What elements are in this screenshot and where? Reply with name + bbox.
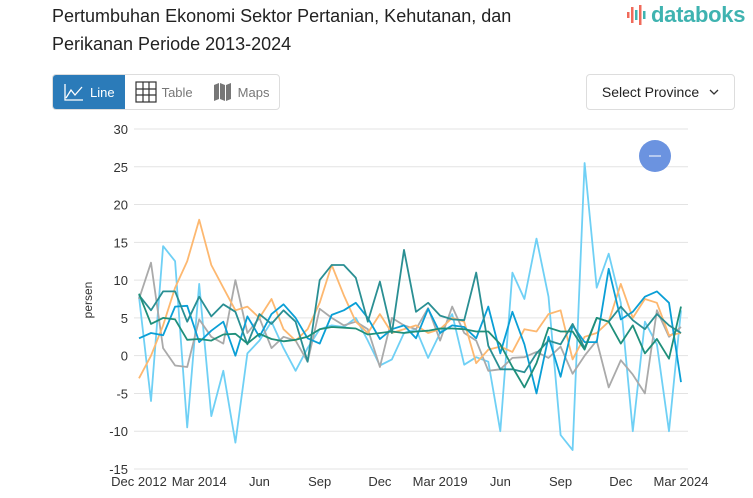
y-axis-label: persen: [81, 282, 95, 319]
databoks-logo: databoks: [626, 2, 745, 28]
table-view-button[interactable]: Table: [125, 75, 203, 109]
province-select-label: Select Province: [601, 84, 700, 100]
x-tick-label: Mar 2014: [172, 474, 227, 489]
y-tick-label: 10: [114, 273, 128, 288]
logo-bars-icon: [627, 5, 646, 25]
zoom-out-button[interactable]: [638, 139, 672, 173]
y-tick-label: 5: [121, 311, 128, 326]
series-line-5: [138, 248, 682, 374]
maps-view-label: Maps: [237, 84, 270, 100]
x-tick-label: Jun: [249, 474, 270, 489]
line-chart-icon: [64, 84, 83, 101]
logo-text: databoks: [651, 2, 746, 27]
y-tick-label: 30: [114, 122, 128, 137]
x-tick-label: Sep: [549, 474, 572, 489]
y-tick-label: -10: [109, 424, 128, 439]
province-select[interactable]: Select Province: [586, 74, 735, 110]
map-icon: [213, 83, 231, 101]
x-tick-label: Mar 2019: [413, 474, 468, 489]
x-tick-label: Mar 2024: [654, 474, 709, 489]
series-line-2: [138, 261, 682, 395]
table-view-label: Table: [161, 84, 193, 100]
x-tick-label: Dec: [609, 474, 633, 489]
y-tick-label: 25: [114, 160, 128, 175]
y-tick-label: -5: [116, 386, 128, 401]
series-line-3: [138, 218, 682, 379]
table-grid-icon: [134, 81, 157, 103]
y-tick-label: 15: [114, 235, 128, 250]
y-tick-label: -15: [109, 462, 128, 477]
x-tick-label: Jun: [490, 474, 511, 489]
series-line-4: [138, 267, 682, 395]
view-toggle: Line Table Maps: [52, 74, 281, 110]
line-view-label: Line: [90, 84, 115, 100]
chevron-down-icon: [709, 89, 719, 95]
x-tick-label: Sep: [308, 474, 331, 489]
line-view-button[interactable]: Line: [53, 75, 125, 109]
series-line-1: [138, 162, 682, 452]
x-tick-label: Dec 2012: [111, 474, 167, 489]
chart-title: Pertumbuhan Ekonomi Sektor Pertanian, Ke…: [52, 6, 512, 54]
y-tick-label: 0: [121, 349, 128, 364]
y-tick-label: 20: [114, 198, 128, 213]
maps-view-button[interactable]: Maps: [203, 75, 280, 109]
x-tick-label: Dec: [368, 474, 392, 489]
series-line-6: [138, 293, 682, 389]
